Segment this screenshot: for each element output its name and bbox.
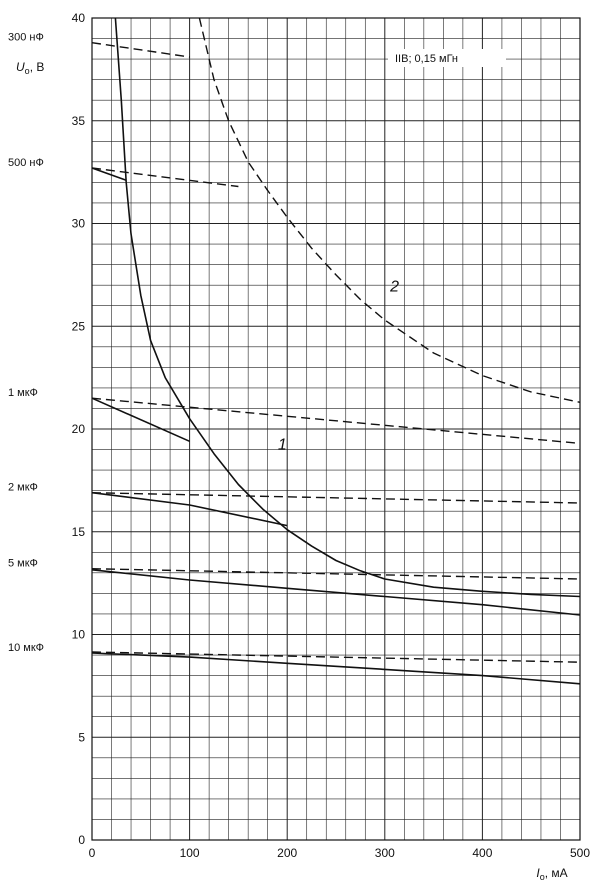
y-tick-label: 30 [72,217,86,231]
y-tick-label: 25 [72,319,86,333]
x-tick-label: 0 [89,846,96,860]
legend-note: IIB; 0,15 мГн [395,53,458,65]
y-tick-label: 0 [78,833,85,847]
series-line-solid [114,17,581,598]
capacitance-label: 2 мкФ [8,482,38,494]
capacitance-label: 1 мкФ [8,387,38,399]
y-tick-label: 40 [72,11,86,25]
x-axis-label: Io, мА [536,866,567,882]
plot-frame [91,17,581,841]
y-tick-label: 20 [72,422,86,436]
y-axis-label-unit: , В [30,60,45,74]
series-line-dashed [91,492,581,504]
series-line-solid [91,652,581,685]
x-tick-label: 200 [277,846,297,860]
y-tick-labels: 0 5 10 15 20 25 30 35 40 [72,11,86,847]
capacitance-label: 500 нФ [8,157,44,169]
y-tick-label: 5 [78,730,85,744]
grid [91,17,581,841]
y-tick-label: 10 [72,628,86,642]
x-tick-label: 100 [180,846,200,860]
series-line-dashed [91,167,239,188]
y-axis-label-sub: o [25,66,30,76]
y-tick-label: 15 [72,525,86,539]
series-line-dashed [91,568,581,580]
curve-labels: 12 [278,278,399,453]
y-axis-label-var: U [16,60,25,74]
series-line-solid [91,397,190,443]
y-tick-label: 35 [72,114,86,128]
x-axis-label-var: I [536,866,540,880]
x-tick-labels: 0 100 200 300 400 500 [89,846,591,860]
x-tick-label: 400 [472,846,492,860]
capacitance-label: 10 мкФ [8,642,44,654]
y-axis-label: Uo, В [16,60,44,76]
series-line-dashed [198,17,581,403]
capacitance-labels: 300 нФ 500 нФ 1 мкФ 2 мкФ 5 мкФ 10 мкФ [8,32,44,654]
x-tick-label: 500 [570,846,590,860]
series-line-solid [91,569,581,616]
curve-label: 1 [278,437,287,454]
curve-label: 2 [389,278,399,295]
legend-note-background [388,49,506,67]
series-line-solid [91,167,127,182]
x-tick-label: 300 [375,846,395,860]
series-layer [91,17,581,685]
series-line-dashed [91,397,581,445]
x-axis-label-sub: o [540,872,545,882]
series-line-solid [91,491,288,527]
capacitance-label: 5 мкФ [8,558,38,570]
capacitance-label: 300 нФ [8,32,44,44]
series-line-dashed [91,651,581,663]
x-axis-label-unit: , мА [545,866,568,880]
series-line-dashed [91,42,190,58]
